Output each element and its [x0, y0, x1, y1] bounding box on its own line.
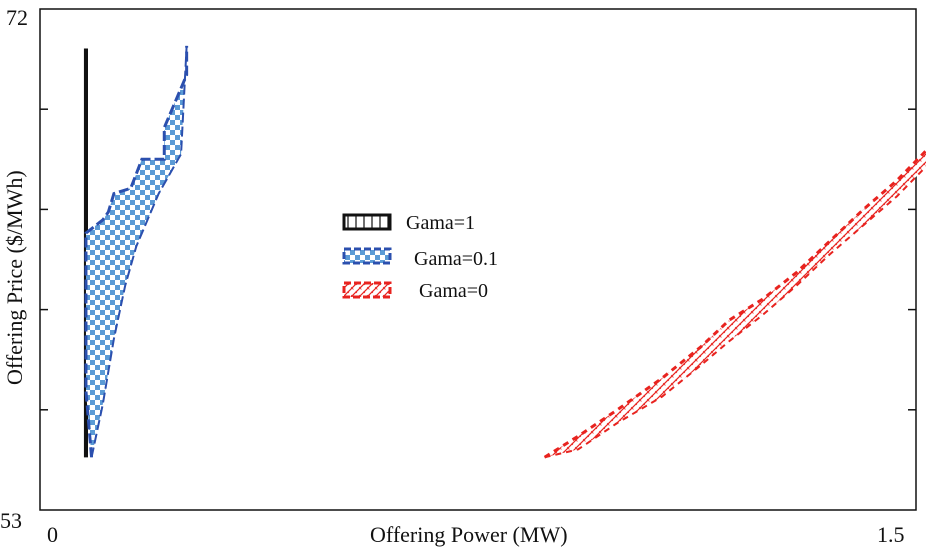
- x-tick-label-max: 1.5: [877, 522, 905, 547]
- legend-item-gama-0-1: Gama=0.1: [342, 247, 498, 270]
- legend: Gama=1 Gama=0.1 Gama=0: [342, 212, 498, 302]
- series-lower-line-gama-0-1: [90, 45, 188, 458]
- legend-item-gama-0: Gama=0: [342, 280, 488, 302]
- series-upper-line-gama-0: [543, 148, 926, 459]
- y-tick-label-min: 53: [0, 508, 22, 533]
- x-axis-title: Offering Power (MW): [370, 522, 568, 547]
- legend-swatch-gama-1: [342, 213, 392, 231]
- series-layer: [83, 45, 926, 459]
- legend-label-gama-0: Gama=0: [419, 280, 488, 302]
- y-tick-label-max: 72: [6, 5, 28, 30]
- series-upper-line-gama-0-1: [84, 45, 189, 458]
- legend-item-gama-1: Gama=1: [342, 212, 475, 234]
- plot-frame: [39, 8, 917, 511]
- y-axis-title: Offering Price ($/MWh): [2, 170, 27, 385]
- legend-swatch-gama-0: [342, 281, 392, 299]
- legend-swatch-gama-0-1: [342, 247, 392, 265]
- legend-label-gama-0-1: Gama=0.1: [414, 248, 498, 270]
- series-lower-line-gama-0: [544, 165, 926, 459]
- x-tick-label-min: 0: [47, 522, 58, 547]
- series-band-gama-0: [544, 150, 926, 458]
- y-axis-ticks: [40, 108, 916, 411]
- legend-label-gama-1: Gama=1: [406, 212, 475, 234]
